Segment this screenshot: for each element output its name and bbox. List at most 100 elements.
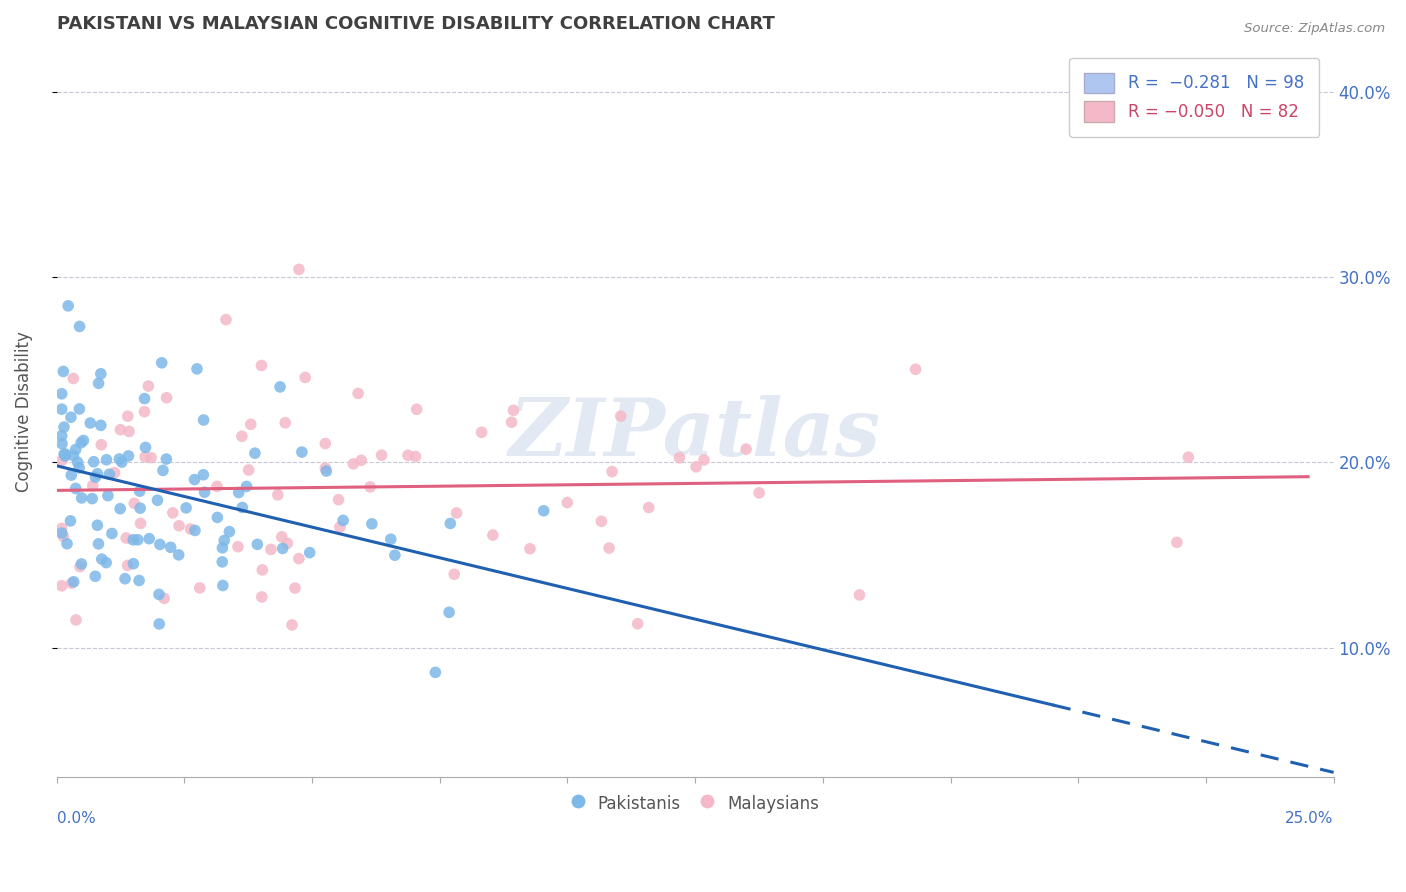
- Point: [218, 524, 240, 539]
- Point: [598, 541, 620, 555]
- Point: [693, 453, 716, 467]
- Point: [84, 569, 107, 583]
- Point: [183, 473, 205, 487]
- Point: [155, 391, 177, 405]
- Point: [65, 613, 87, 627]
- Point: [380, 533, 402, 547]
- Point: [291, 445, 314, 459]
- Point: [215, 312, 238, 326]
- Point: [149, 537, 172, 551]
- Point: [67, 460, 90, 475]
- Point: [212, 578, 235, 592]
- Point: [51, 402, 73, 417]
- Point: [211, 541, 233, 555]
- Point: [62, 449, 84, 463]
- Point: [533, 504, 555, 518]
- Point: [274, 416, 297, 430]
- Point: [122, 557, 145, 571]
- Point: [108, 501, 131, 516]
- Point: [193, 413, 215, 427]
- Point: [60, 576, 83, 591]
- Point: [122, 533, 145, 547]
- Point: [267, 488, 290, 502]
- Point: [405, 450, 427, 464]
- Point: [82, 491, 104, 506]
- Point: [62, 574, 84, 589]
- Point: [350, 453, 373, 467]
- Point: [129, 501, 152, 516]
- Point: [53, 449, 76, 463]
- Point: [108, 452, 131, 467]
- Point: [231, 429, 253, 443]
- Point: [66, 455, 89, 469]
- Point: [600, 465, 623, 479]
- Point: [425, 665, 447, 680]
- Point: [637, 500, 659, 515]
- Point: [314, 436, 336, 450]
- Point: [51, 386, 73, 401]
- Point: [51, 453, 73, 467]
- Point: [207, 510, 229, 524]
- Point: [110, 423, 132, 437]
- Point: [51, 521, 73, 535]
- Point: [69, 319, 91, 334]
- Point: [138, 379, 160, 393]
- Text: ZIPatlas: ZIPatlas: [509, 394, 882, 472]
- Point: [155, 452, 177, 467]
- Point: [60, 468, 83, 483]
- Point: [235, 479, 257, 493]
- Point: [59, 410, 82, 425]
- Point: [114, 572, 136, 586]
- Point: [284, 581, 307, 595]
- Point: [51, 526, 73, 541]
- Point: [67, 401, 90, 416]
- Point: [328, 492, 350, 507]
- Point: [214, 533, 236, 548]
- Point: [205, 479, 228, 493]
- Point: [59, 514, 82, 528]
- Point: [101, 526, 124, 541]
- Point: [315, 464, 337, 478]
- Point: [384, 548, 406, 562]
- Point: [396, 448, 419, 462]
- Point: [87, 537, 110, 551]
- Point: [238, 463, 260, 477]
- Point: [167, 518, 190, 533]
- Point: [51, 579, 73, 593]
- Point: [117, 409, 139, 424]
- Point: [153, 591, 176, 606]
- Point: [332, 513, 354, 527]
- Point: [70, 557, 93, 571]
- Point: [184, 524, 207, 538]
- Point: [152, 463, 174, 477]
- Point: [65, 442, 87, 457]
- Point: [72, 434, 94, 448]
- Point: [329, 520, 352, 534]
- Point: [250, 590, 273, 604]
- Point: [79, 416, 101, 430]
- Point: [252, 563, 274, 577]
- Point: [439, 516, 461, 531]
- Point: [314, 461, 336, 475]
- Point: [342, 457, 364, 471]
- Point: [848, 588, 870, 602]
- Point: [148, 587, 170, 601]
- Point: [135, 441, 157, 455]
- Point: [226, 540, 249, 554]
- Point: [87, 376, 110, 391]
- Point: [501, 415, 523, 429]
- Point: [471, 425, 494, 440]
- Point: [52, 364, 75, 378]
- Point: [118, 425, 141, 439]
- Point: [228, 485, 250, 500]
- Point: [56, 299, 79, 313]
- Point: [134, 392, 156, 406]
- Point: [294, 370, 316, 384]
- Y-axis label: Cognitive Disability: Cognitive Disability: [15, 331, 32, 491]
- Point: [482, 528, 505, 542]
- Point: [288, 551, 311, 566]
- Point: [502, 403, 524, 417]
- Text: 0.0%: 0.0%: [56, 811, 96, 825]
- Point: [96, 556, 118, 570]
- Point: [69, 559, 91, 574]
